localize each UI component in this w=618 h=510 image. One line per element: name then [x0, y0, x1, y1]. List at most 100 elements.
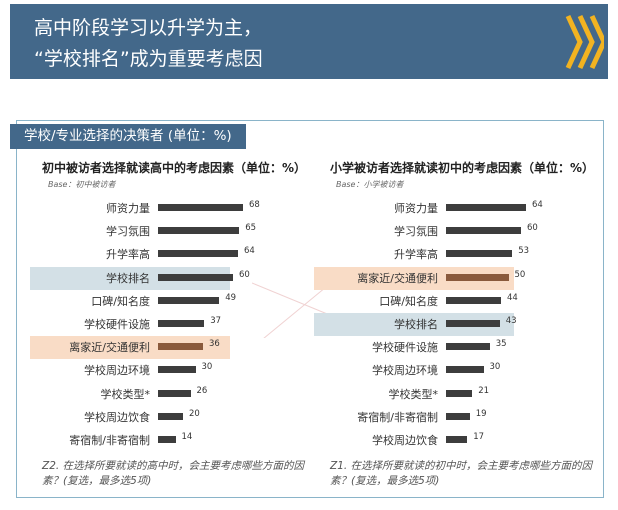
bar-row: 寄宿制/非寄宿制 14	[30, 431, 320, 449]
category-label: 师资力量	[106, 202, 150, 215]
bar-row: 学校硬件设施 37	[30, 315, 320, 333]
bar-row: 师资力量 64	[318, 199, 608, 217]
bar-row: 学习氛围 65	[30, 222, 320, 240]
chart-panel-high-school: 初中被访者选择就读高中的考虑因素（单位：%） Base：初中被访者 师资力量 68…	[30, 155, 320, 495]
bar	[446, 436, 468, 443]
value-label: 19	[475, 408, 487, 419]
value-label: 50	[514, 269, 526, 280]
bar-row: 离家近/交通便利 50	[314, 266, 608, 290]
bar-row: 学校周边环境 30	[318, 361, 608, 379]
bar	[158, 343, 203, 351]
value-label: 17	[473, 432, 485, 442]
bar	[446, 204, 526, 211]
bar-row: 升学率高 53	[318, 245, 608, 263]
category-label: 学习氛围	[394, 225, 438, 239]
category-label: 离家近/交通便利	[69, 341, 150, 355]
row-highlight	[314, 313, 514, 336]
row-highlight	[314, 266, 514, 290]
bar	[158, 389, 191, 397]
category-label: 口碑/知名度	[379, 294, 438, 308]
value-label: 20	[189, 408, 200, 419]
page-title-line-1: 高中阶段学习以升学为主，	[34, 17, 263, 39]
bar	[446, 366, 484, 374]
value-label: 36	[209, 339, 220, 350]
bar-row: 学习氛围 60	[318, 222, 608, 240]
category-label: 学校周边饮食	[372, 434, 438, 447]
bar-row: 寄宿制/非寄宿制 19	[318, 408, 608, 426]
category-label: 升学率高	[106, 248, 150, 262]
bar-row: 师资力量 68	[30, 199, 320, 217]
chart-frame	[16, 120, 604, 498]
category-label: 学校周边环境	[84, 364, 150, 378]
bar-row: 学校周边环境 30	[30, 361, 320, 379]
bar	[446, 296, 501, 304]
category-label: 离家近/交通便利	[357, 271, 438, 285]
category-label: 学校类型*	[388, 387, 439, 401]
value-label: 49	[225, 292, 237, 303]
chevron-decoration-icon	[565, 14, 604, 70]
category-label: 升学率高	[394, 248, 438, 262]
value-label: 21	[478, 385, 490, 396]
bar	[158, 204, 243, 211]
bar	[158, 273, 233, 281]
bar	[158, 227, 240, 235]
bar	[446, 273, 509, 281]
connector-lines	[252, 278, 338, 338]
value-label: 30	[201, 362, 213, 373]
row-highlight	[30, 336, 230, 360]
value-label: 60	[239, 269, 250, 280]
category-label: 学校排名	[106, 271, 150, 285]
value-label: 60	[527, 223, 538, 234]
row-highlight	[30, 266, 230, 290]
value-label: 64	[532, 200, 543, 210]
bar	[158, 320, 205, 327]
section-title: 学校/专业选择的决策者 (单位：%)	[10, 124, 246, 149]
category-label: 寄宿制/非寄宿制	[69, 434, 150, 447]
category-label: 寄宿制/非寄宿制	[357, 410, 438, 424]
value-label: 68	[249, 200, 260, 210]
category-label: 师资力量	[394, 202, 438, 215]
category-label: 学习氛围	[106, 225, 150, 239]
value-label: 65	[245, 223, 257, 234]
bar	[158, 412, 183, 420]
bar	[446, 389, 473, 397]
chart-panel-middle-school: 小学被访者选择就读初中的考虑因素（单位：%） Base：小学被访者 师资力量 64…	[314, 155, 608, 495]
bar	[158, 366, 196, 374]
chart-title: 小学被访者选择就读初中的考虑因素（单位：%）	[330, 161, 595, 175]
bar-row: 学校硬件设施 35	[318, 338, 608, 356]
value-label: 30	[489, 362, 501, 373]
bar-row: 口碑/知名度 49	[30, 292, 320, 310]
bar-row: 学校周边饮食 17	[318, 431, 608, 449]
page-title-line-2: “学校排名”成为重要考虑因	[34, 48, 263, 70]
chart-base: Base：初中被访者	[48, 180, 116, 189]
value-label: 35	[495, 339, 507, 350]
bar	[446, 412, 470, 420]
bar	[158, 436, 176, 443]
bar	[446, 343, 490, 351]
question-note: Z1. 在选择所要就读的初中时，会主要考虑哪些方面的因素？(复选，最多选5项)	[330, 460, 593, 487]
bar-row: 口碑/知名度 44	[318, 292, 608, 310]
value-label: 37	[210, 316, 222, 326]
category-label: 学校周边环境	[372, 364, 438, 378]
bar-row: 升学率高 64	[30, 245, 320, 263]
category-label: 学校硬件设施	[372, 341, 438, 355]
header-banner: 高中阶段学习以升学为主， “学校排名”成为重要考虑因	[10, 4, 608, 79]
bar	[446, 227, 521, 235]
chart-base: Base：小学被访者	[336, 180, 404, 189]
value-label: 26	[196, 385, 208, 396]
category-label: 学校类型*	[100, 387, 151, 401]
question-note: Z2. 在选择所要就读的高中时，会主要考虑哪些方面的因素？(复选，最多选5项)	[42, 460, 305, 487]
category-label: 口碑/知名度	[91, 294, 150, 308]
bar-row: 学校排名 43	[314, 313, 608, 336]
bar	[158, 296, 220, 304]
bar	[158, 250, 238, 258]
category-label: 学校周边饮食	[84, 410, 150, 424]
bar-row: 学校周边饮食 20	[30, 408, 320, 426]
category-label: 学校硬件设施	[84, 318, 150, 331]
bar-row: 学校排名 60	[30, 266, 320, 290]
bar-row: 学校类型* 26	[30, 385, 320, 403]
value-label: 43	[505, 316, 517, 326]
value-label: 14	[181, 432, 193, 442]
bar-row: 离家近/交通便利 36	[30, 336, 320, 360]
value-label: 53	[518, 246, 530, 257]
